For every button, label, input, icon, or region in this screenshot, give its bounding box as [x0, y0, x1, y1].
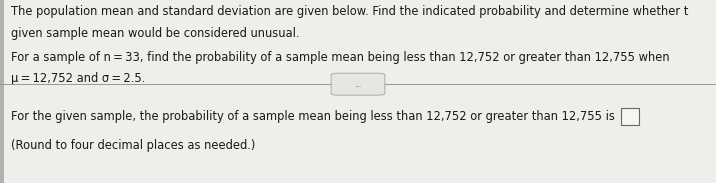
Text: For the given sample, the probability of a sample mean being less than 12,752 or: For the given sample, the probability of…	[11, 110, 614, 123]
Bar	[0, 0, 4, 183]
Text: The population mean and standard deviation are given below. Find the indicated p: The population mean and standard deviati…	[11, 5, 688, 18]
Text: given sample mean would be considered unusual.: given sample mean would be considered un…	[11, 27, 299, 40]
Bar	[621, 108, 639, 125]
Text: ...: ...	[354, 80, 362, 89]
Text: (Round to four decimal places as needed.): (Round to four decimal places as needed.…	[11, 139, 255, 152]
Text: For a sample of n = 33, find the probability of a sample mean being less than 12: For a sample of n = 33, find the probabi…	[11, 51, 669, 64]
FancyBboxPatch shape	[331, 73, 385, 95]
Text: μ = 12,752 and σ = 2.5.: μ = 12,752 and σ = 2.5.	[11, 72, 145, 85]
